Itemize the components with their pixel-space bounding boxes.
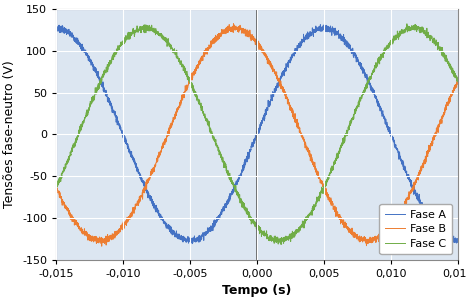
Fase C bbox=[53, 187, 59, 191]
Fase A bbox=[318, 23, 323, 27]
Fase C bbox=[404, 27, 410, 31]
Line: Fase C: Fase C bbox=[56, 24, 458, 244]
Fase C bbox=[455, 79, 460, 83]
Fase A bbox=[207, 227, 213, 231]
Line: Fase B: Fase B bbox=[56, 24, 458, 246]
Fase C bbox=[225, 169, 230, 173]
Fase C bbox=[279, 243, 284, 246]
Fase A bbox=[190, 242, 195, 246]
Fase A bbox=[53, 24, 59, 27]
Fase C bbox=[404, 22, 410, 26]
Fase A bbox=[225, 198, 230, 201]
Fase C bbox=[447, 64, 453, 68]
X-axis label: Tempo (s): Tempo (s) bbox=[222, 284, 291, 297]
Fase B bbox=[53, 183, 59, 186]
Fase C bbox=[123, 37, 128, 41]
Fase B bbox=[99, 244, 105, 248]
Fase B bbox=[231, 22, 236, 25]
Fase A bbox=[123, 141, 128, 145]
Fase B bbox=[123, 219, 128, 223]
Fase C bbox=[99, 79, 105, 82]
Fase C bbox=[207, 130, 213, 134]
Fase A bbox=[404, 174, 410, 177]
Legend: Fase A, Fase B, Fase C: Fase A, Fase B, Fase C bbox=[379, 204, 452, 254]
Fase A bbox=[447, 236, 453, 240]
Line: Fase A: Fase A bbox=[56, 25, 458, 244]
Fase A bbox=[455, 238, 460, 242]
Fase B bbox=[99, 238, 105, 241]
Fase B bbox=[455, 76, 460, 80]
Fase B bbox=[207, 46, 213, 49]
Fase B bbox=[404, 196, 410, 200]
Y-axis label: Tensões fase-neutro (V): Tensões fase-neutro (V) bbox=[3, 60, 16, 208]
Fase B bbox=[225, 24, 230, 28]
Fase A bbox=[99, 85, 105, 88]
Fase B bbox=[447, 100, 453, 104]
